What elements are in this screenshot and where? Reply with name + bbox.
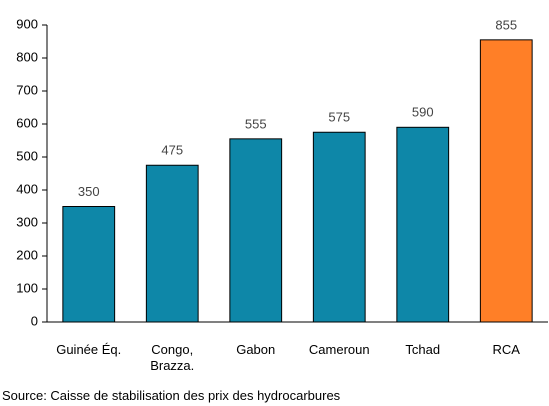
y-tick-label: 200 — [16, 247, 38, 262]
bar — [396, 126, 450, 323]
bar — [145, 164, 199, 323]
y-tick-label: 900 — [16, 16, 38, 31]
y-tick-label: 700 — [16, 82, 38, 97]
data-label: 350 — [78, 184, 100, 199]
x-tick-label: Gabon — [236, 342, 276, 357]
x-tick-label: Tchad — [405, 342, 441, 357]
y-tick-label: 800 — [16, 49, 38, 64]
x-tick-label: Guinée Éq. — [56, 342, 122, 357]
y-tick-label: 100 — [16, 280, 38, 295]
bar — [479, 39, 533, 323]
x-tick-label: Cameroun — [308, 342, 370, 357]
bar — [229, 138, 283, 323]
y-tick-label: 500 — [16, 148, 38, 163]
data-label: 575 — [328, 110, 350, 125]
y-tick-label: 600 — [16, 115, 38, 130]
source-note: Source: Caisse de stabilisation des prix… — [2, 388, 341, 403]
data-label: 855 — [495, 17, 517, 32]
data-label: 475 — [161, 143, 183, 158]
bar — [312, 131, 366, 323]
data-label: 555 — [245, 116, 267, 131]
x-tick-label: RCA — [492, 342, 520, 357]
bar — [62, 206, 116, 323]
x-tick-label: Congo, Brazza. — [150, 342, 195, 373]
y-tick-label: 400 — [16, 181, 38, 196]
data-label: 590 — [412, 105, 434, 120]
y-tick-label: 0 — [31, 313, 38, 328]
y-tick-label: 300 — [16, 214, 38, 229]
